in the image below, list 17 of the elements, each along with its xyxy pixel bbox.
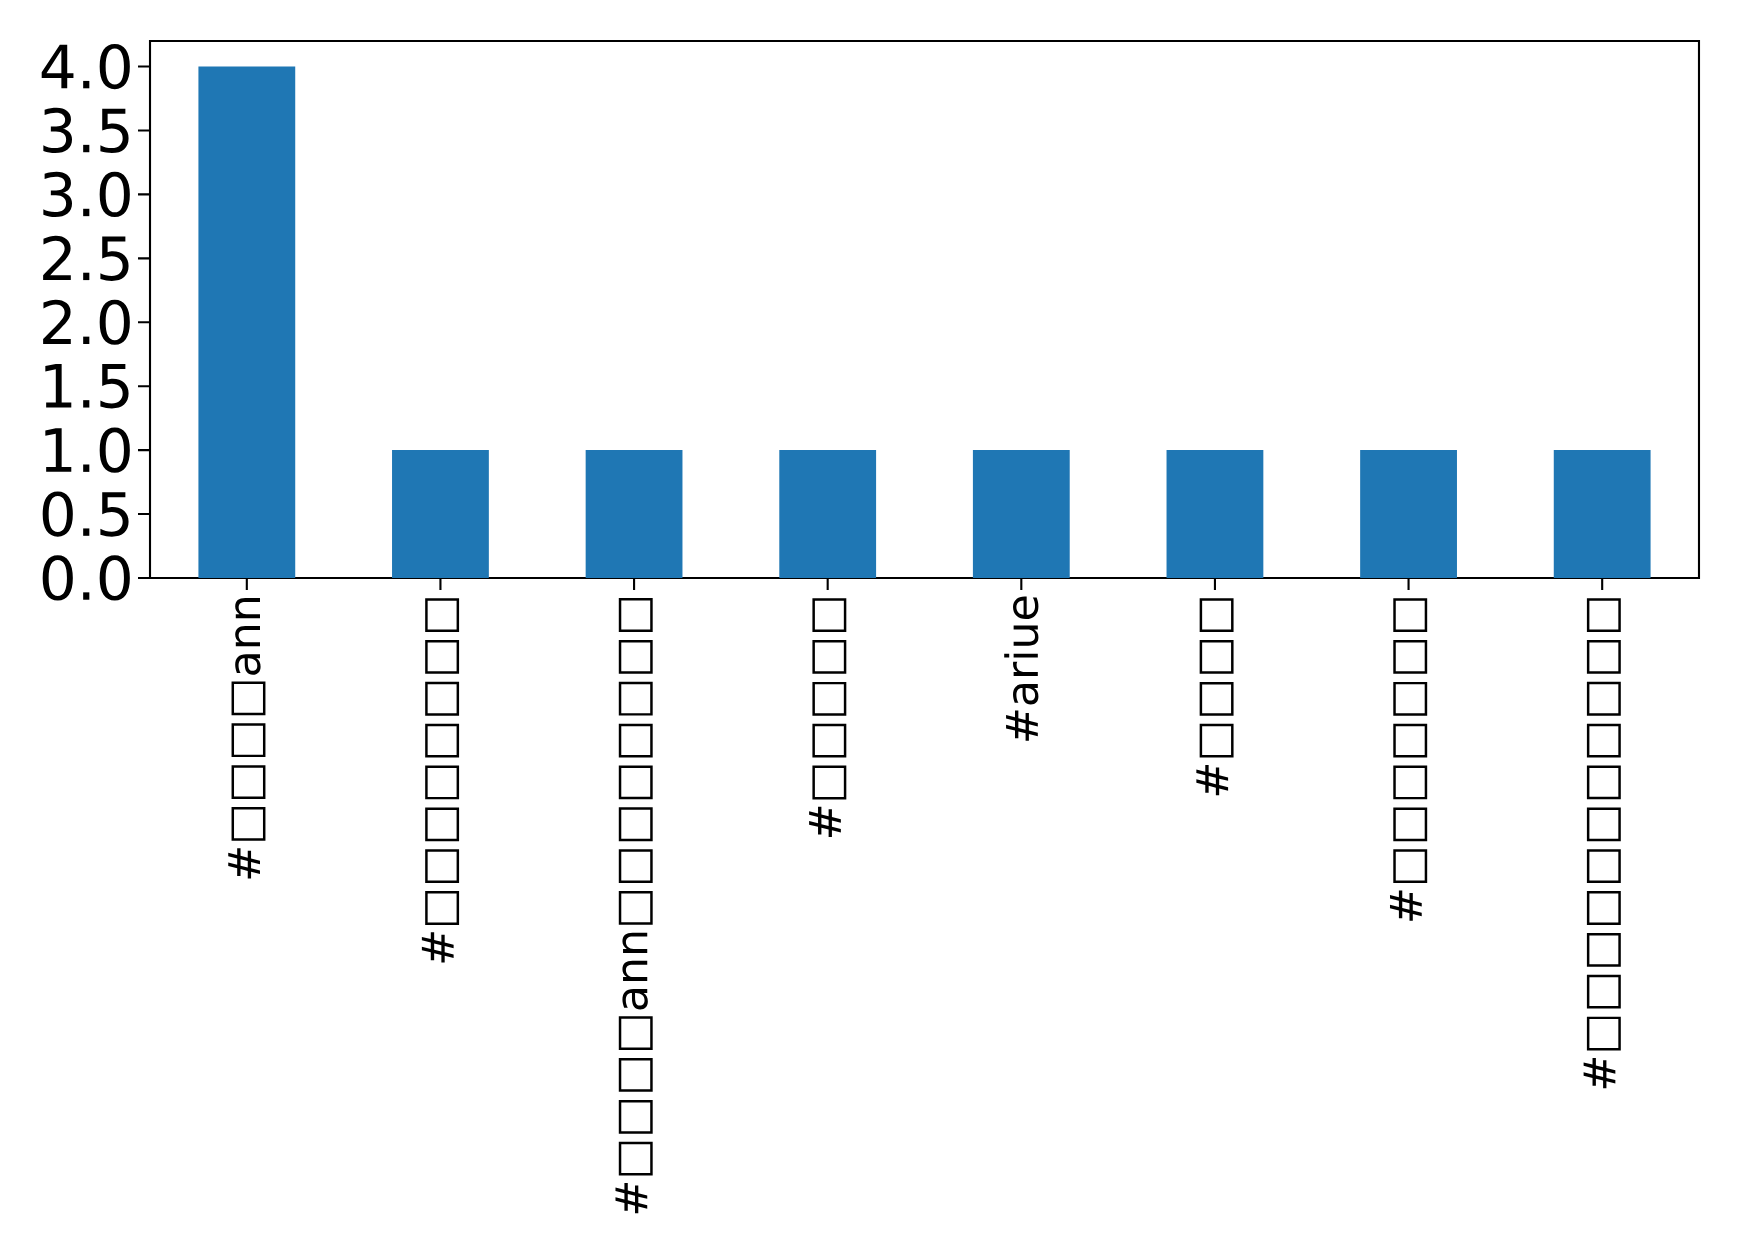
y-tick-label: 3.0 bbox=[43, 171, 130, 217]
x-tick-label: #□□□□□ bbox=[809, 598, 847, 838]
y-tick-label: 1.0 bbox=[45, 427, 130, 473]
x-tick-label: #□□□□ bbox=[1196, 598, 1234, 796]
y-tick-label: 0.0 bbox=[42, 555, 130, 601]
y-tick-label: 2.5 bbox=[43, 235, 129, 281]
x-tick-label: #□□□□□□□□□□□ bbox=[1583, 598, 1621, 1089]
x-tick-label: #□□□□□□□ bbox=[1389, 598, 1428, 921]
x-tick-label: #□□□□□□□□ bbox=[421, 598, 460, 963]
x-tick-label: #□□□□ann□□□□□□□□ bbox=[615, 598, 653, 1214]
x-tick-label: #□□□□ann bbox=[228, 597, 266, 879]
y-tick-label: 2.0 bbox=[43, 299, 130, 345]
y-tick-label: 4.0 bbox=[41, 43, 130, 90]
y-tick-label: 0.5 bbox=[42, 491, 129, 537]
y-tick-label: 1.5 bbox=[45, 364, 129, 409]
x-tick-label: #ariue bbox=[1004, 596, 1039, 741]
y-tick-label: 3.5 bbox=[43, 107, 129, 154]
